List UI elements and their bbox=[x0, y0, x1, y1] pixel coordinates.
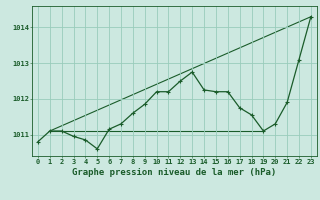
X-axis label: Graphe pression niveau de la mer (hPa): Graphe pression niveau de la mer (hPa) bbox=[72, 168, 276, 177]
